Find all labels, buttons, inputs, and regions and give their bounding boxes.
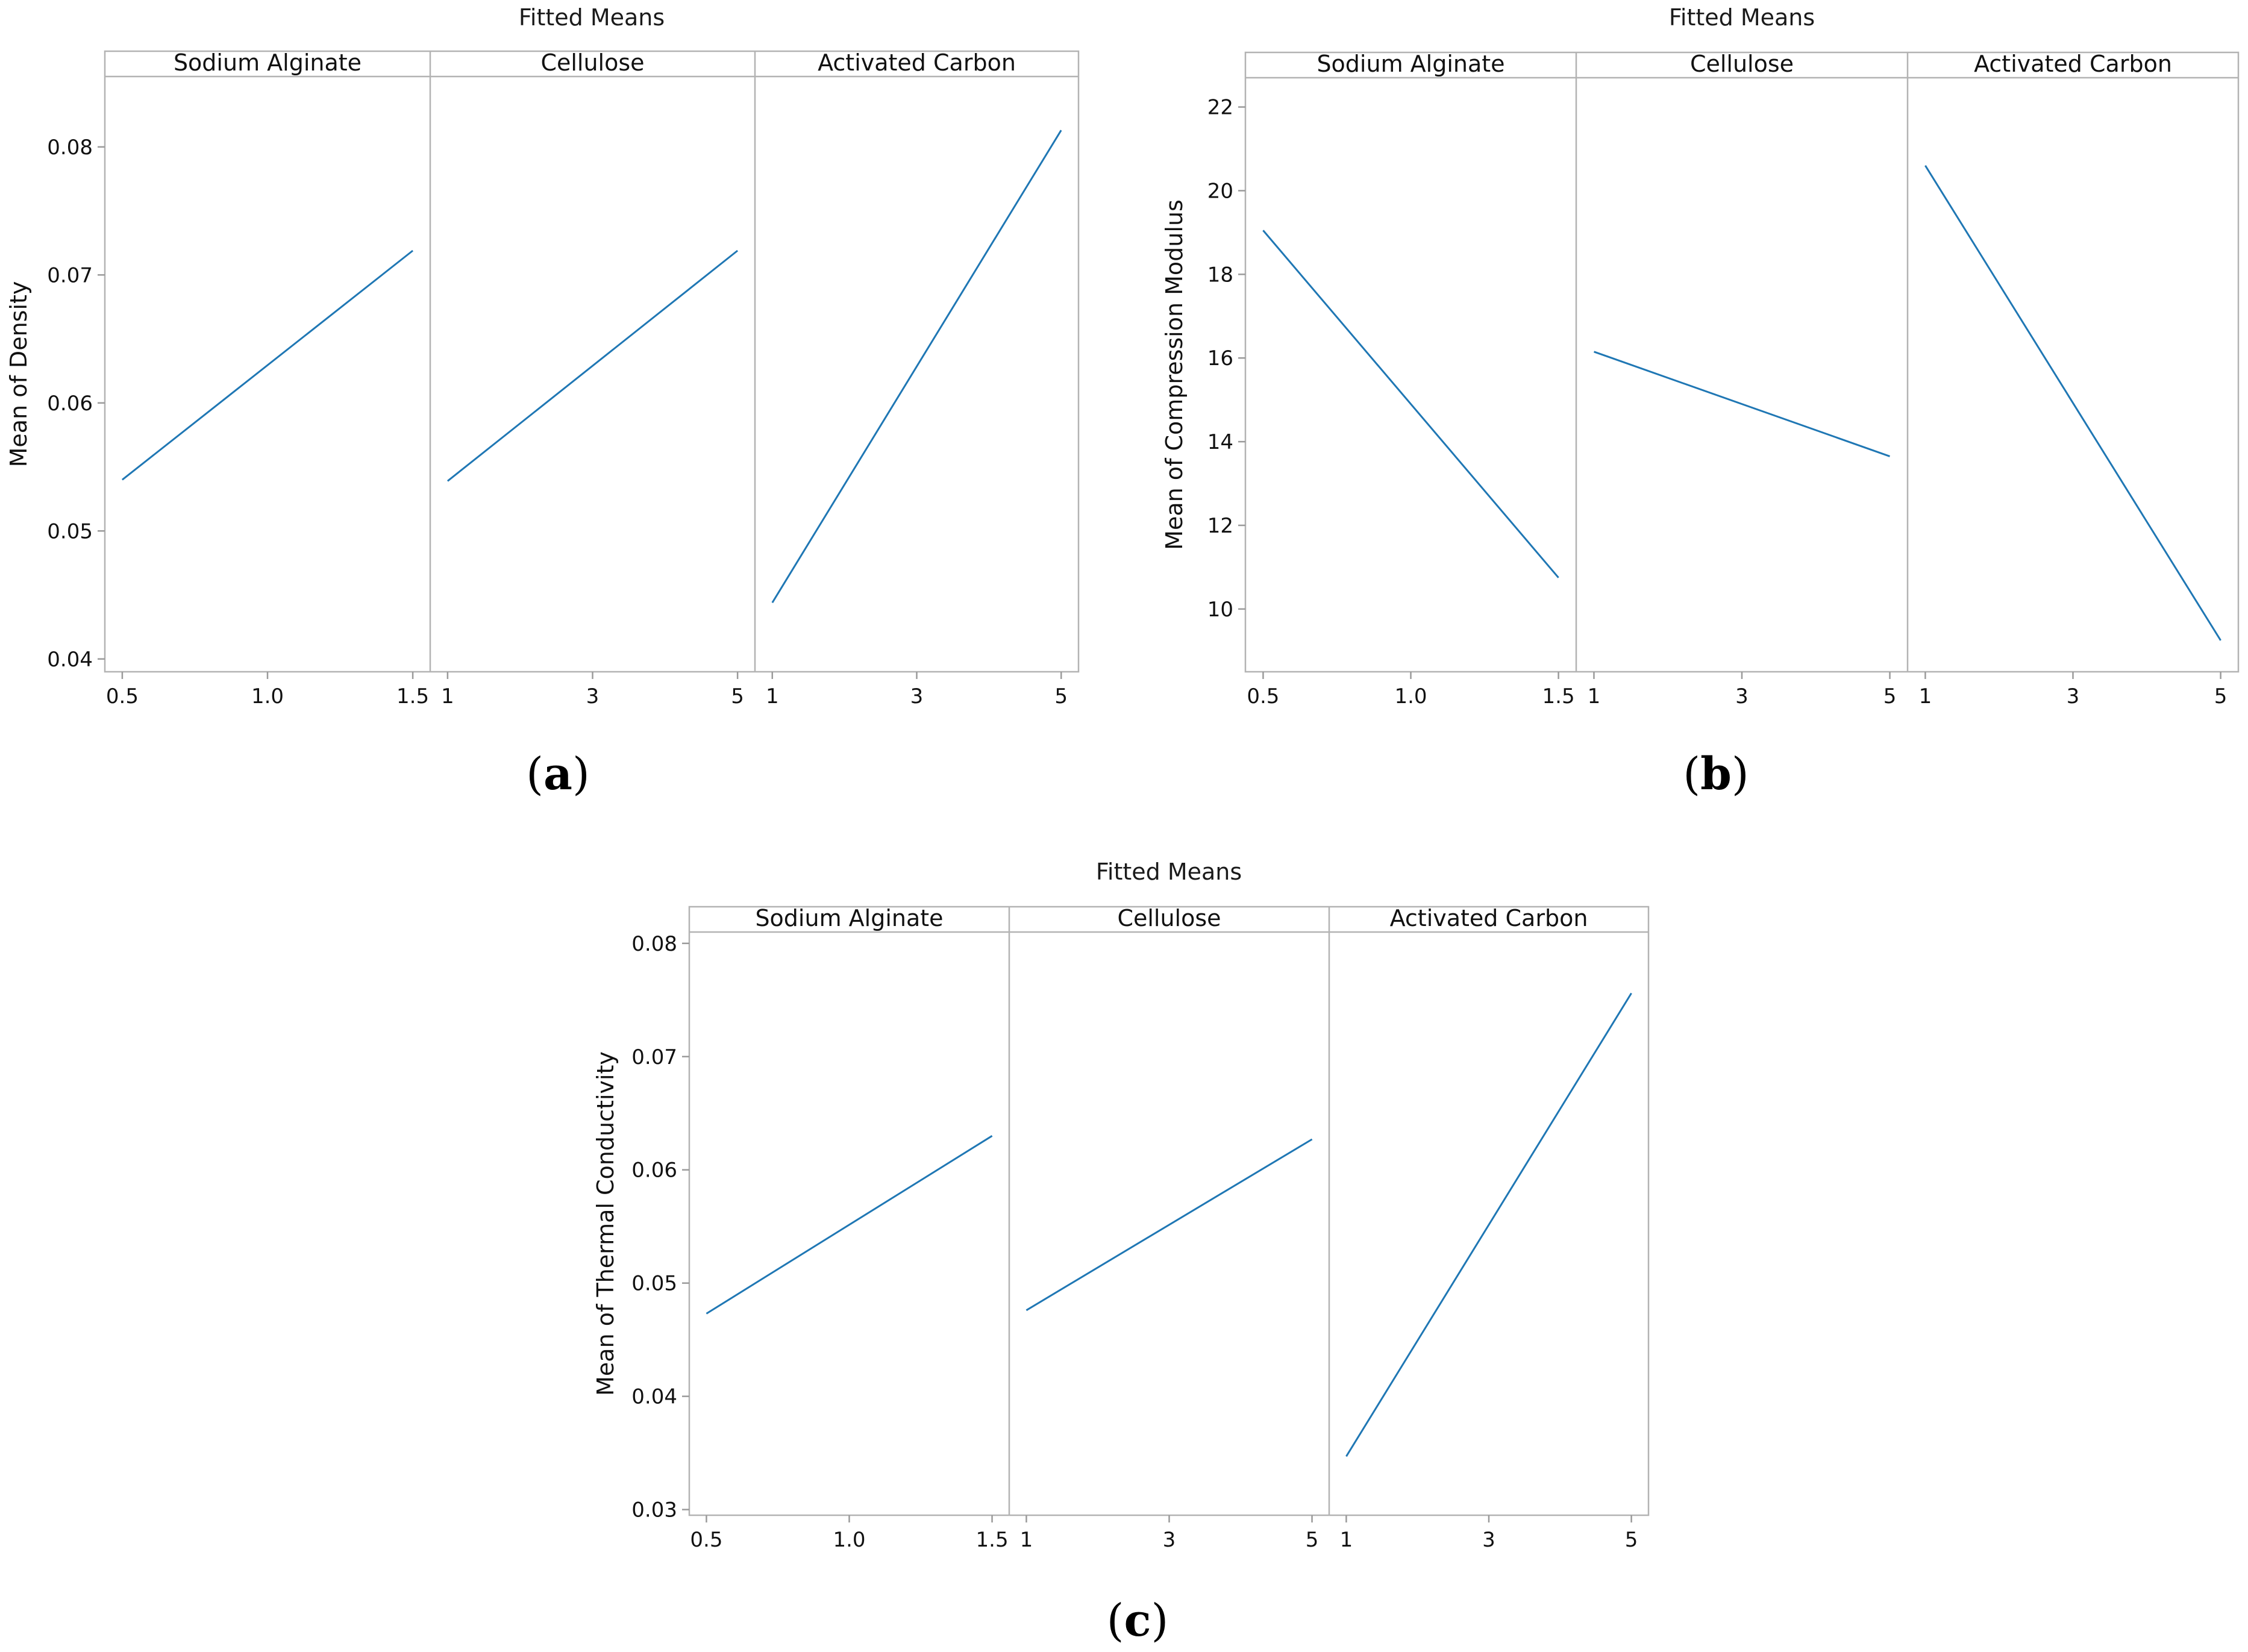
- x-tick-label: 1: [1340, 1528, 1353, 1552]
- x-tick-label: 3: [910, 684, 924, 709]
- x-tick-label: 1.0: [833, 1528, 865, 1552]
- y-tick-label: 0.04: [631, 1385, 677, 1409]
- x-tick-label: 1.5: [976, 1528, 1009, 1552]
- x-tick-label: 3: [1735, 684, 1749, 709]
- x-tick-label: 5: [1054, 684, 1068, 709]
- strip-label: Activated Carbon: [818, 49, 1016, 76]
- series-line-sodium-alginate: [706, 1135, 993, 1315]
- strip-label: Cellulose: [540, 49, 644, 76]
- x-tick-label: 3: [1482, 1528, 1495, 1552]
- panel-cellulose: Cellulose 1 3 5: [1008, 905, 1319, 1552]
- figure-caption: (a): [526, 748, 590, 800]
- figure-caption: (c): [1107, 1595, 1169, 1647]
- x-tick-label: 1: [766, 684, 779, 709]
- x-tick-label: 1.5: [1542, 684, 1575, 709]
- y-tick-label: 0.06: [47, 392, 93, 416]
- panel-activated-carbon: Activated Carbon 1 3 5: [1906, 51, 2228, 709]
- strip-label: Sodium Alginate: [1317, 51, 1504, 77]
- y-tick-label: 0.07: [47, 263, 93, 287]
- x-tick-label: 5: [2214, 684, 2228, 709]
- series-line-activated-carbon: [1924, 165, 2221, 641]
- panel-sodium-alginate: Sodium Alginate 0.5 1.0 1.5: [690, 905, 1008, 1552]
- series-line-cellulose: [1593, 351, 1891, 457]
- strip-label: Cellulose: [1690, 51, 1794, 77]
- plot-frame: [688, 906, 1650, 1516]
- series-line-sodium-alginate: [1262, 230, 1559, 578]
- panel-cellulose: Cellulose 1 3 5: [1575, 51, 1897, 709]
- chart-1: Fitted Means 0.04 0.05 0.06 0.07 0.08 Mean of …: [5, 4, 1080, 800]
- x-tick-label: 1.5: [396, 684, 429, 709]
- strip-label: Sodium Alginate: [174, 49, 362, 76]
- chart-2: Fitted Means 10 12 14 16 18 20 22 Mean of Compre…: [1161, 4, 2240, 800]
- chart-3: Fitted Means 0.03 0.04 0.05 0.06 0.07 0.08 Mean…: [592, 859, 1650, 1647]
- plot-frame: [1244, 51, 2240, 673]
- y-tick-label: 18: [1207, 263, 1233, 287]
- x-tick-label: 1: [1020, 1528, 1033, 1552]
- strip-label: Cellulose: [1117, 905, 1221, 931]
- plot-frame: [104, 50, 1080, 673]
- x-tick-label: 5: [1625, 1528, 1638, 1552]
- panel-cellulose: Cellulose 1 3 5: [429, 49, 744, 709]
- series-line-activated-carbon: [1345, 992, 1632, 1457]
- x-tick-label: 1: [441, 684, 454, 709]
- strip-label: Sodium Alginate: [755, 905, 943, 931]
- y-tick-label: 0.08: [47, 136, 93, 160]
- y-tick-label: 0.08: [631, 932, 677, 956]
- caption-letter: a: [543, 748, 572, 800]
- y-tick-label: 14: [1207, 430, 1233, 454]
- y-tick-label: 0.04: [47, 648, 93, 672]
- x-tick-label: 3: [2067, 684, 2080, 709]
- panel-sodium-alginate: Sodium Alginate 0.5 1.0 1.5: [106, 49, 429, 709]
- y-tick-label: 0.05: [47, 519, 93, 543]
- panel-activated-carbon: Activated Carbon 1 3 5: [754, 49, 1068, 709]
- x-tick-label: 5: [1883, 684, 1897, 709]
- chart-title: Fitted Means: [1096, 859, 1242, 885]
- x-tick-label: 5: [731, 684, 744, 709]
- x-tick-label: 0.5: [690, 1528, 722, 1552]
- x-tick-label: 1.0: [1394, 684, 1427, 709]
- y-tick-label: 0.06: [631, 1159, 677, 1183]
- y-axis-label: Mean of Thermal Conductivity: [592, 1051, 619, 1396]
- y-tick-label: 12: [1207, 514, 1233, 538]
- y-tick-label: 0.03: [631, 1498, 677, 1522]
- y-tick-label: 0.05: [631, 1272, 677, 1296]
- y-axis-label: Mean of Compression Modulus: [1161, 199, 1188, 550]
- x-tick-label: 3: [586, 684, 600, 709]
- caption-letter: c: [1124, 1595, 1151, 1647]
- y-tick-label: 22: [1207, 96, 1233, 120]
- y-tick-label: 0.07: [631, 1045, 677, 1069]
- y-axis-label: Mean of Density: [5, 281, 32, 468]
- y-tick-label: 20: [1207, 179, 1233, 203]
- series-line-sodium-alginate: [121, 249, 414, 481]
- x-tick-label: 3: [1163, 1528, 1176, 1552]
- figure-caption: (b): [1683, 748, 1749, 800]
- chart-title: Fitted Means: [1669, 4, 1815, 31]
- caption-letter: b: [1700, 748, 1732, 800]
- x-tick-label: 1: [1919, 684, 1932, 709]
- x-tick-label: 1: [1588, 684, 1601, 709]
- panel-activated-carbon: Activated Carbon 1 3 5: [1328, 905, 1638, 1552]
- series-line-cellulose: [1025, 1138, 1313, 1312]
- x-tick-label: 0.5: [106, 684, 139, 709]
- y-tick-label: 16: [1207, 346, 1233, 371]
- x-tick-label: 0.5: [1247, 684, 1279, 709]
- x-tick-label: 1.0: [251, 684, 284, 709]
- series-line-cellulose: [446, 249, 739, 482]
- series-line-activated-carbon: [771, 130, 1062, 604]
- panel-sodium-alginate: Sodium Alginate 0.5 1.0 1.5: [1247, 51, 1574, 709]
- x-tick-label: 5: [1306, 1528, 1319, 1552]
- y-tick-label: 10: [1207, 598, 1233, 622]
- chart-title: Fitted Means: [519, 4, 665, 31]
- strip-label: Activated Carbon: [1974, 51, 2172, 77]
- strip-label: Activated Carbon: [1390, 905, 1588, 931]
